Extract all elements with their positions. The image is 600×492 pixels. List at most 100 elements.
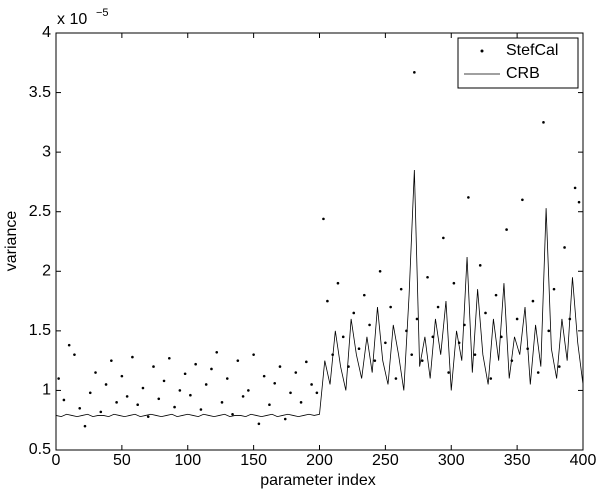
data-point	[357, 347, 361, 351]
data-point	[152, 365, 155, 368]
y-tick-label: 1	[42, 382, 51, 399]
data-point	[473, 353, 477, 356]
data-point	[447, 371, 450, 374]
data-point	[557, 365, 561, 368]
data-point	[289, 391, 292, 395]
data-point	[67, 343, 71, 347]
data-point	[78, 407, 82, 410]
data-point	[577, 200, 581, 204]
data-point	[247, 389, 250, 392]
data-point	[283, 417, 287, 421]
data-point	[220, 401, 224, 404]
data-point	[305, 360, 308, 364]
data-point	[436, 305, 440, 309]
data-point	[389, 305, 392, 309]
data-point	[294, 371, 298, 374]
data-point	[547, 329, 551, 333]
data-point	[552, 287, 556, 291]
data-point	[315, 391, 319, 395]
data-point	[394, 377, 398, 380]
data-point	[515, 317, 519, 321]
data-point	[241, 395, 245, 398]
legend-box	[457, 37, 579, 89]
data-point	[378, 269, 382, 273]
data-point	[183, 372, 187, 376]
data-point	[563, 246, 566, 249]
data-point	[146, 415, 150, 418]
data-point	[352, 311, 356, 315]
x-tick-label: 200	[306, 452, 333, 469]
data-point	[484, 311, 487, 315]
data-point	[94, 371, 97, 374]
data-point	[131, 355, 134, 359]
data-point	[178, 389, 182, 392]
y-multiplier-exponent: −5	[96, 7, 109, 19]
y-tick-label: 4	[42, 24, 51, 41]
data-point	[442, 236, 445, 240]
y-axis-label: variance	[3, 211, 20, 272]
data-point	[215, 351, 219, 354]
x-tick-label: 300	[438, 452, 465, 469]
plot-frame	[55, 32, 584, 451]
data-point	[231, 412, 234, 416]
x-tick-label: 0	[52, 452, 61, 469]
data-point	[210, 367, 213, 371]
data-point	[194, 362, 197, 366]
data-point	[494, 293, 498, 297]
data-point	[110, 359, 113, 362]
data-point	[141, 386, 145, 390]
data-point	[415, 317, 419, 321]
data-point	[73, 353, 76, 356]
y-tick-label: 1.5	[29, 322, 51, 339]
data-point	[225, 377, 229, 380]
data-point	[88, 391, 92, 395]
legend-label: StefCal	[506, 42, 558, 59]
data-point	[489, 377, 493, 380]
data-point	[273, 381, 277, 385]
y-tick-label: 2	[42, 263, 51, 280]
data-point	[252, 353, 255, 356]
data-point	[173, 405, 176, 409]
data-point	[505, 228, 508, 231]
data-point	[120, 374, 124, 378]
x-tick-label: 400	[570, 452, 597, 469]
data-point	[478, 264, 482, 267]
legend-label: CRB	[506, 65, 540, 82]
y-tick-label: 2.5	[29, 203, 51, 220]
data-line	[55, 169, 584, 418]
data-point	[262, 374, 266, 378]
data-point	[384, 341, 387, 345]
data-point	[157, 397, 161, 401]
data-point	[199, 408, 203, 411]
data-point	[399, 287, 403, 291]
x-tick-label: 100	[174, 452, 201, 469]
x-tick-label: 50	[113, 452, 131, 469]
data-point	[83, 424, 87, 428]
data-point	[420, 359, 424, 362]
data-point	[542, 121, 545, 124]
x-tick-label: 150	[240, 452, 267, 469]
data-point	[278, 365, 282, 368]
data-point	[373, 359, 377, 362]
x-tick-label: 250	[372, 452, 399, 469]
data-point	[531, 299, 535, 303]
data-point	[57, 377, 60, 380]
data-point	[341, 335, 345, 339]
data-point	[536, 371, 540, 374]
data-point	[115, 401, 118, 404]
data-point	[322, 217, 325, 221]
data-point	[168, 356, 171, 360]
data-point	[368, 323, 371, 327]
data-point	[204, 383, 208, 386]
data-point	[452, 281, 456, 285]
y-multiplier-base: x 10	[57, 11, 87, 28]
data-point	[62, 398, 66, 402]
data-point	[299, 401, 303, 404]
data-point	[268, 403, 271, 407]
data-point	[189, 393, 192, 397]
data-point	[99, 410, 103, 414]
data-point	[410, 353, 414, 356]
data-point	[136, 403, 139, 407]
